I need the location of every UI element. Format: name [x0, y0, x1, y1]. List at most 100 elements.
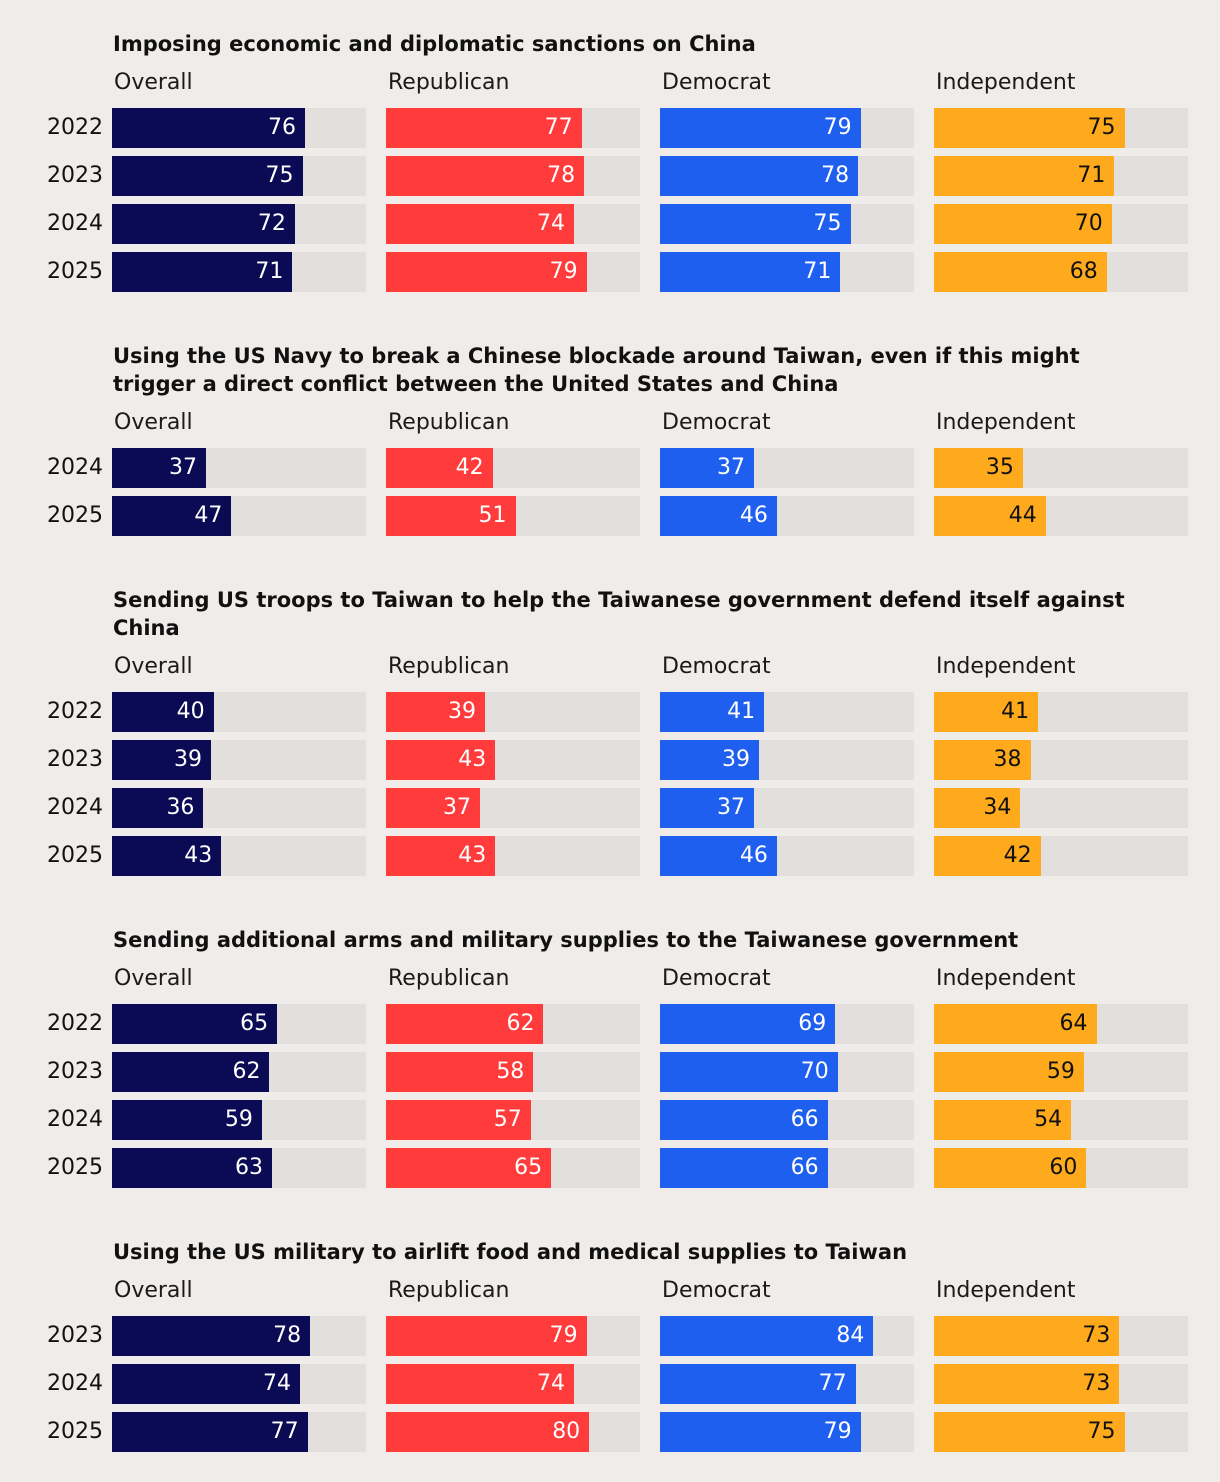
bar-democrat: 79	[660, 108, 861, 148]
bar-republican: 51	[386, 496, 516, 536]
year-label: 2024	[47, 455, 103, 480]
data-label: 59	[224, 1107, 253, 1132]
bar-track: 43	[386, 740, 640, 780]
bar-track: 40	[112, 692, 366, 732]
year-label: 2025	[47, 259, 103, 284]
year-label: 2024	[47, 211, 103, 236]
series-label: Democrat	[662, 70, 771, 95]
year-label: 2025	[47, 1155, 103, 1180]
bar-independent: 75	[934, 1412, 1125, 1452]
bar-democrat: 46	[660, 836, 777, 876]
bar-track: 41	[660, 692, 914, 732]
year-label: 2023	[47, 1059, 103, 1084]
series-label: Independent	[936, 966, 1076, 991]
bar-track: 63	[112, 1148, 366, 1188]
chart-title: Using the US military to airlift food an…	[113, 1240, 908, 1264]
data-label: 59	[1046, 1059, 1075, 1084]
bar-track: 71	[660, 252, 914, 292]
series-label: Overall	[114, 654, 193, 679]
bar-independent: 71	[934, 156, 1115, 196]
bar-track: 79	[660, 108, 914, 148]
bar-track: 70	[660, 1052, 914, 1092]
series-label: Overall	[114, 410, 193, 435]
bar-track: 74	[112, 1364, 366, 1404]
data-label: 80	[552, 1419, 581, 1444]
bar-overall: 37	[112, 448, 206, 488]
bar-republican: 74	[386, 204, 574, 244]
bar-republican: 42	[386, 448, 493, 488]
series-label: Republican	[388, 70, 510, 95]
series-label: Democrat	[662, 966, 771, 991]
bar-republican: 58	[386, 1052, 534, 1092]
bar-track: 46	[660, 836, 914, 876]
bar-independent: 70	[934, 204, 1112, 244]
data-label: 40	[176, 699, 205, 724]
series-label: Independent	[936, 654, 1076, 679]
data-label: 75	[813, 211, 842, 236]
data-label: 75	[1087, 1419, 1116, 1444]
bar-track: 68	[934, 252, 1188, 292]
bar-independent: 75	[934, 108, 1125, 148]
bar-independent: 42	[934, 836, 1041, 876]
data-label: 37	[442, 795, 471, 820]
bar-republican: 74	[386, 1364, 574, 1404]
year-label: 2024	[47, 795, 103, 820]
data-label: 68	[1069, 259, 1098, 284]
bar-track: 75	[934, 1412, 1188, 1452]
bar-republican: 80	[386, 1412, 590, 1452]
year-label: 2022	[47, 115, 103, 140]
data-label: 39	[174, 747, 203, 772]
bar-track: 75	[660, 204, 914, 244]
data-label: 69	[798, 1011, 827, 1036]
bar-republican: 62	[386, 1004, 544, 1044]
year-label: 2025	[47, 1419, 103, 1444]
data-label: 37	[168, 455, 197, 480]
bar-independent: 34	[934, 788, 1021, 828]
bar-overall: 39	[112, 740, 212, 780]
bar-democrat: 39	[660, 740, 760, 780]
data-label: 75	[265, 163, 294, 188]
data-label: 39	[722, 747, 751, 772]
bar-track: 76	[112, 108, 366, 148]
series-label: Democrat	[662, 654, 771, 679]
year-label: 2024	[47, 1107, 103, 1132]
bar-democrat: 46	[660, 496, 777, 536]
bar-track: 62	[386, 1004, 640, 1044]
bar-track: 38	[934, 740, 1188, 780]
data-label: 65	[240, 1011, 269, 1036]
bar-track: 60	[934, 1148, 1188, 1188]
data-label: 43	[458, 843, 487, 868]
data-label: 71	[803, 259, 832, 284]
bar-overall: 74	[112, 1364, 300, 1404]
data-label: 74	[536, 1371, 565, 1396]
bar-track: 69	[660, 1004, 914, 1044]
bar-independent: 60	[934, 1148, 1087, 1188]
data-label: 37	[716, 795, 745, 820]
bar-track: 79	[386, 252, 640, 292]
bar-track: 39	[112, 740, 366, 780]
data-label: 70	[800, 1059, 829, 1084]
bar-republican: 43	[386, 836, 496, 876]
bar-overall: 76	[112, 108, 306, 148]
bar-track: 37	[660, 448, 914, 488]
bar-democrat: 37	[660, 788, 754, 828]
data-label: 51	[478, 503, 507, 528]
data-label: 34	[983, 795, 1012, 820]
bar-track: 79	[386, 1316, 640, 1356]
data-label: 75	[1087, 115, 1116, 140]
bar-track: 37	[112, 448, 366, 488]
data-label: 43	[458, 747, 487, 772]
bar-track: 77	[386, 108, 640, 148]
data-label: 65	[514, 1155, 543, 1180]
data-label: 54	[1034, 1107, 1063, 1132]
bar-track: 57	[386, 1100, 640, 1140]
data-label: 79	[823, 1419, 852, 1444]
data-label: 64	[1059, 1011, 1088, 1036]
bar-track: 73	[934, 1316, 1188, 1356]
chart-title: Sending additional arms and military sup…	[113, 928, 1019, 952]
data-label: 62	[506, 1011, 535, 1036]
data-label: 84	[836, 1323, 865, 1348]
bar-overall: 75	[112, 156, 303, 196]
series-label: Overall	[114, 1278, 193, 1303]
